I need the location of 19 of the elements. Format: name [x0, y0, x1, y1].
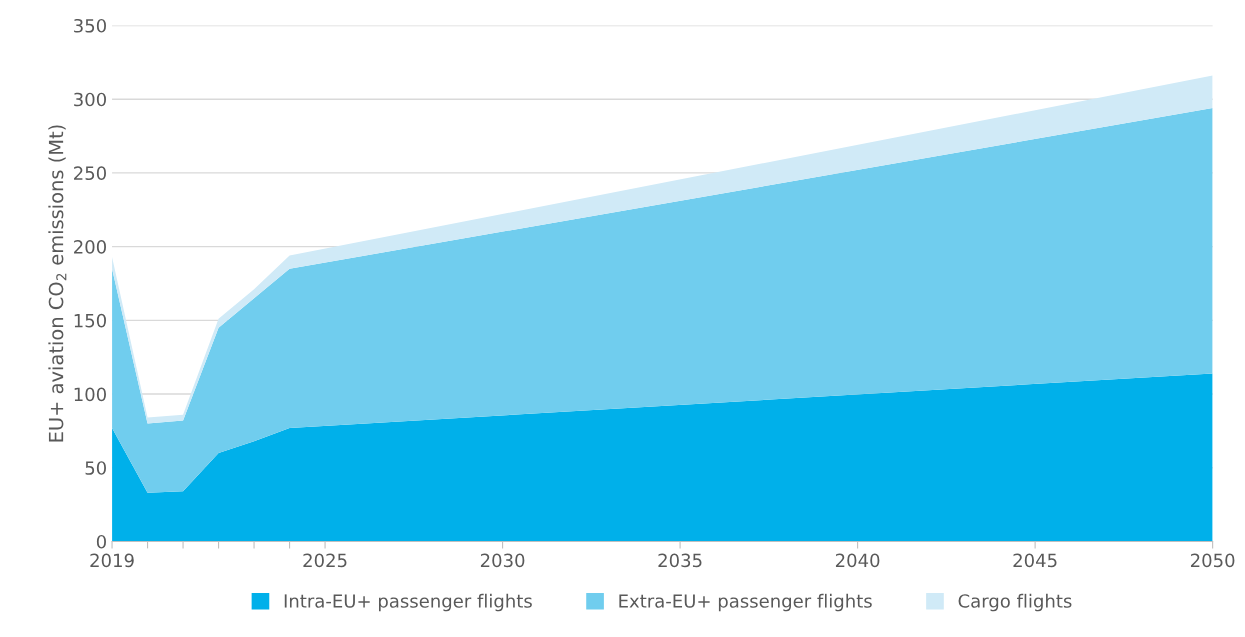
legend-label: Intra-EU+ passenger flights [284, 593, 532, 612]
legend-label: Cargo flights [958, 593, 1072, 612]
x-tick-label: 2045 [1013, 553, 1057, 568]
y-tick-label: 100 [74, 387, 106, 402]
y-tick-label: 150 [74, 313, 106, 328]
y-tick-label: 0 [96, 534, 106, 549]
x-tick-label: 2019 [90, 553, 134, 568]
y-tick-label: 250 [74, 166, 106, 181]
x-tick-label: 2035 [658, 553, 702, 568]
y-axis-title: EU+ aviation CO$_{2}$ emissions (Mt) [48, 125, 67, 442]
y-tick-label: 50 [85, 461, 106, 475]
x-tick-label: 2050 [1190, 553, 1235, 568]
x-tick-label: 2040 [835, 553, 880, 568]
y-tick-label: 300 [74, 92, 106, 107]
x-tick-label: 2030 [480, 553, 525, 568]
y-tick-label: 200 [74, 240, 106, 254]
x-tick-label: 2025 [303, 553, 347, 568]
legend-label: Extra-EU+ passenger flights [619, 593, 872, 612]
y-tick-label: 350 [74, 18, 106, 33]
